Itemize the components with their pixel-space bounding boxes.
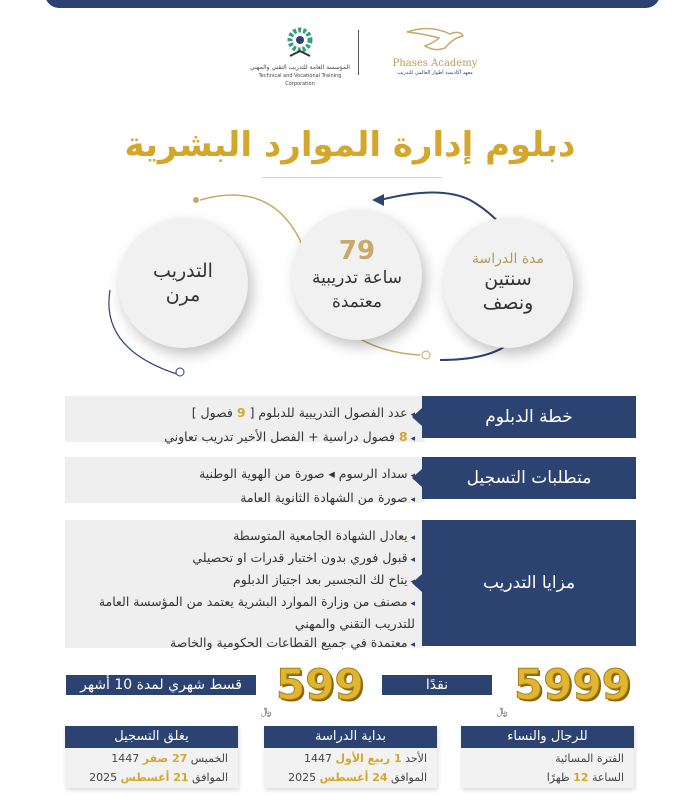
tvtc-logo: المؤسسة العامة للتدريب التقني والمهني Te…	[250, 26, 350, 88]
study-start-gregorian: الموافق 24 أغسطس 2025	[288, 771, 427, 784]
study-start-hijri: الأحد 1 ربيع الأول 1447	[303, 752, 427, 765]
training-benefits-list: يعادل الشهادة الجامعية المتوسطة قبول فور…	[65, 520, 425, 650]
list-item: مصنف من وزارة الموارد البشرية يعتمد من ا…	[71, 592, 415, 633]
hours-circle: 79 ساعة تدريبية معتمدة	[292, 210, 422, 340]
schedule-line-1: الفترة المسائية	[555, 752, 624, 765]
tvtc-name-ar: المؤسسة العامة للتدريب التقني والمهني	[250, 64, 350, 71]
schedule-title: للرجال والنساء	[461, 726, 634, 748]
hours-number: 79	[338, 236, 376, 266]
registration-close-title: يغلق التسجيل	[65, 726, 238, 748]
duration-label: مدة الدراسة	[471, 251, 545, 267]
monthly-currency: ﷼	[260, 706, 272, 717]
list-item: عدد الفصول التدريبية للدبلوم [ 9 فصول ]	[71, 402, 415, 426]
registration-requirements-label: متطلبات التسجيل	[412, 457, 636, 499]
falcon-icon	[406, 27, 465, 51]
registration-requirements-list: سداد الرسوم ◂ صورة من الهوية الوطنية صور…	[65, 457, 425, 505]
cash-price: 5999	[514, 660, 632, 709]
flexible-label: التدريب مرن	[153, 260, 213, 306]
duration-value: سنتين ونصف	[482, 268, 534, 314]
tvtc-name-en: Technical and Vocational Training Corpor…	[258, 73, 342, 87]
cash-currency: ﷼	[496, 706, 508, 717]
list-item: معتمدة في جميع القطاعات الحكومية والخاصة	[71, 633, 415, 655]
title-underline	[262, 177, 442, 178]
academy-name-ar: معهد أكاديمية أطوار العالمي للتدريب	[397, 70, 473, 76]
schedule-line-2: الساعة 12 ظهرًا	[546, 771, 624, 784]
registration-close-gregorian: الموافق 21 أغسطس 2025	[89, 771, 228, 784]
list-item: قبول فوري بدون اختبار قدرات او تحصيلي	[71, 548, 415, 570]
study-start-title: بداية الدراسة	[264, 726, 437, 748]
logo-divider	[358, 30, 359, 75]
hours-label: ساعة تدريبية معتمدة	[311, 268, 403, 312]
academy-logo: Phases Academy معهد أكاديمية أطوار العال…	[390, 24, 480, 77]
duration-circle: مدة الدراسة سنتين ونصف	[443, 218, 573, 348]
diploma-plan-list: عدد الفصول التدريبية للدبلوم [ 9 فصول ] …	[65, 396, 425, 444]
registration-close-box: يغلق التسجيل الخميس 27 صفر 1447 الموافق …	[65, 726, 238, 788]
list-item: يعادل الشهادة الجامعية المتوسطة	[71, 526, 415, 548]
registration-close-hijri: الخميس 27 صفر 1447	[111, 752, 228, 765]
flexible-circle: التدريب مرن	[118, 218, 248, 348]
logos: المؤسسة العامة للتدريب التقني والمهني Te…	[230, 22, 490, 87]
monthly-label: قسط شهري لمدة 10 أشهر	[66, 675, 256, 695]
list-item: يتاح لك التجسير بعد اجتياز الدبلوم	[71, 570, 415, 592]
tvtc-emblem-icon	[287, 27, 313, 57]
academy-name-en: Phases Academy	[392, 58, 478, 69]
monthly-price: 599	[276, 660, 365, 709]
list-item: 8 فصول دراسية + الفصل الأخير تدريب تعاون…	[71, 426, 415, 450]
study-start-box: بداية الدراسة الأحد 1 ربيع الأول 1447 ال…	[264, 726, 437, 788]
page-title: دبلوم إدارة الموارد البشرية	[124, 125, 576, 165]
list-item: صورة من الشهادة الثانوية العامة	[71, 487, 415, 511]
training-benefits-label: مزايا التدريب	[412, 520, 636, 646]
list-item: سداد الرسوم ◂ صورة من الهوية الوطنية	[71, 463, 415, 487]
cash-label: نقدًا	[382, 675, 492, 695]
schedule-box: للرجال والنساء الفترة المسائية الساعة 12…	[461, 726, 634, 788]
top-bar	[45, 0, 660, 8]
diploma-plan-label: خطة الدبلوم	[412, 396, 636, 438]
